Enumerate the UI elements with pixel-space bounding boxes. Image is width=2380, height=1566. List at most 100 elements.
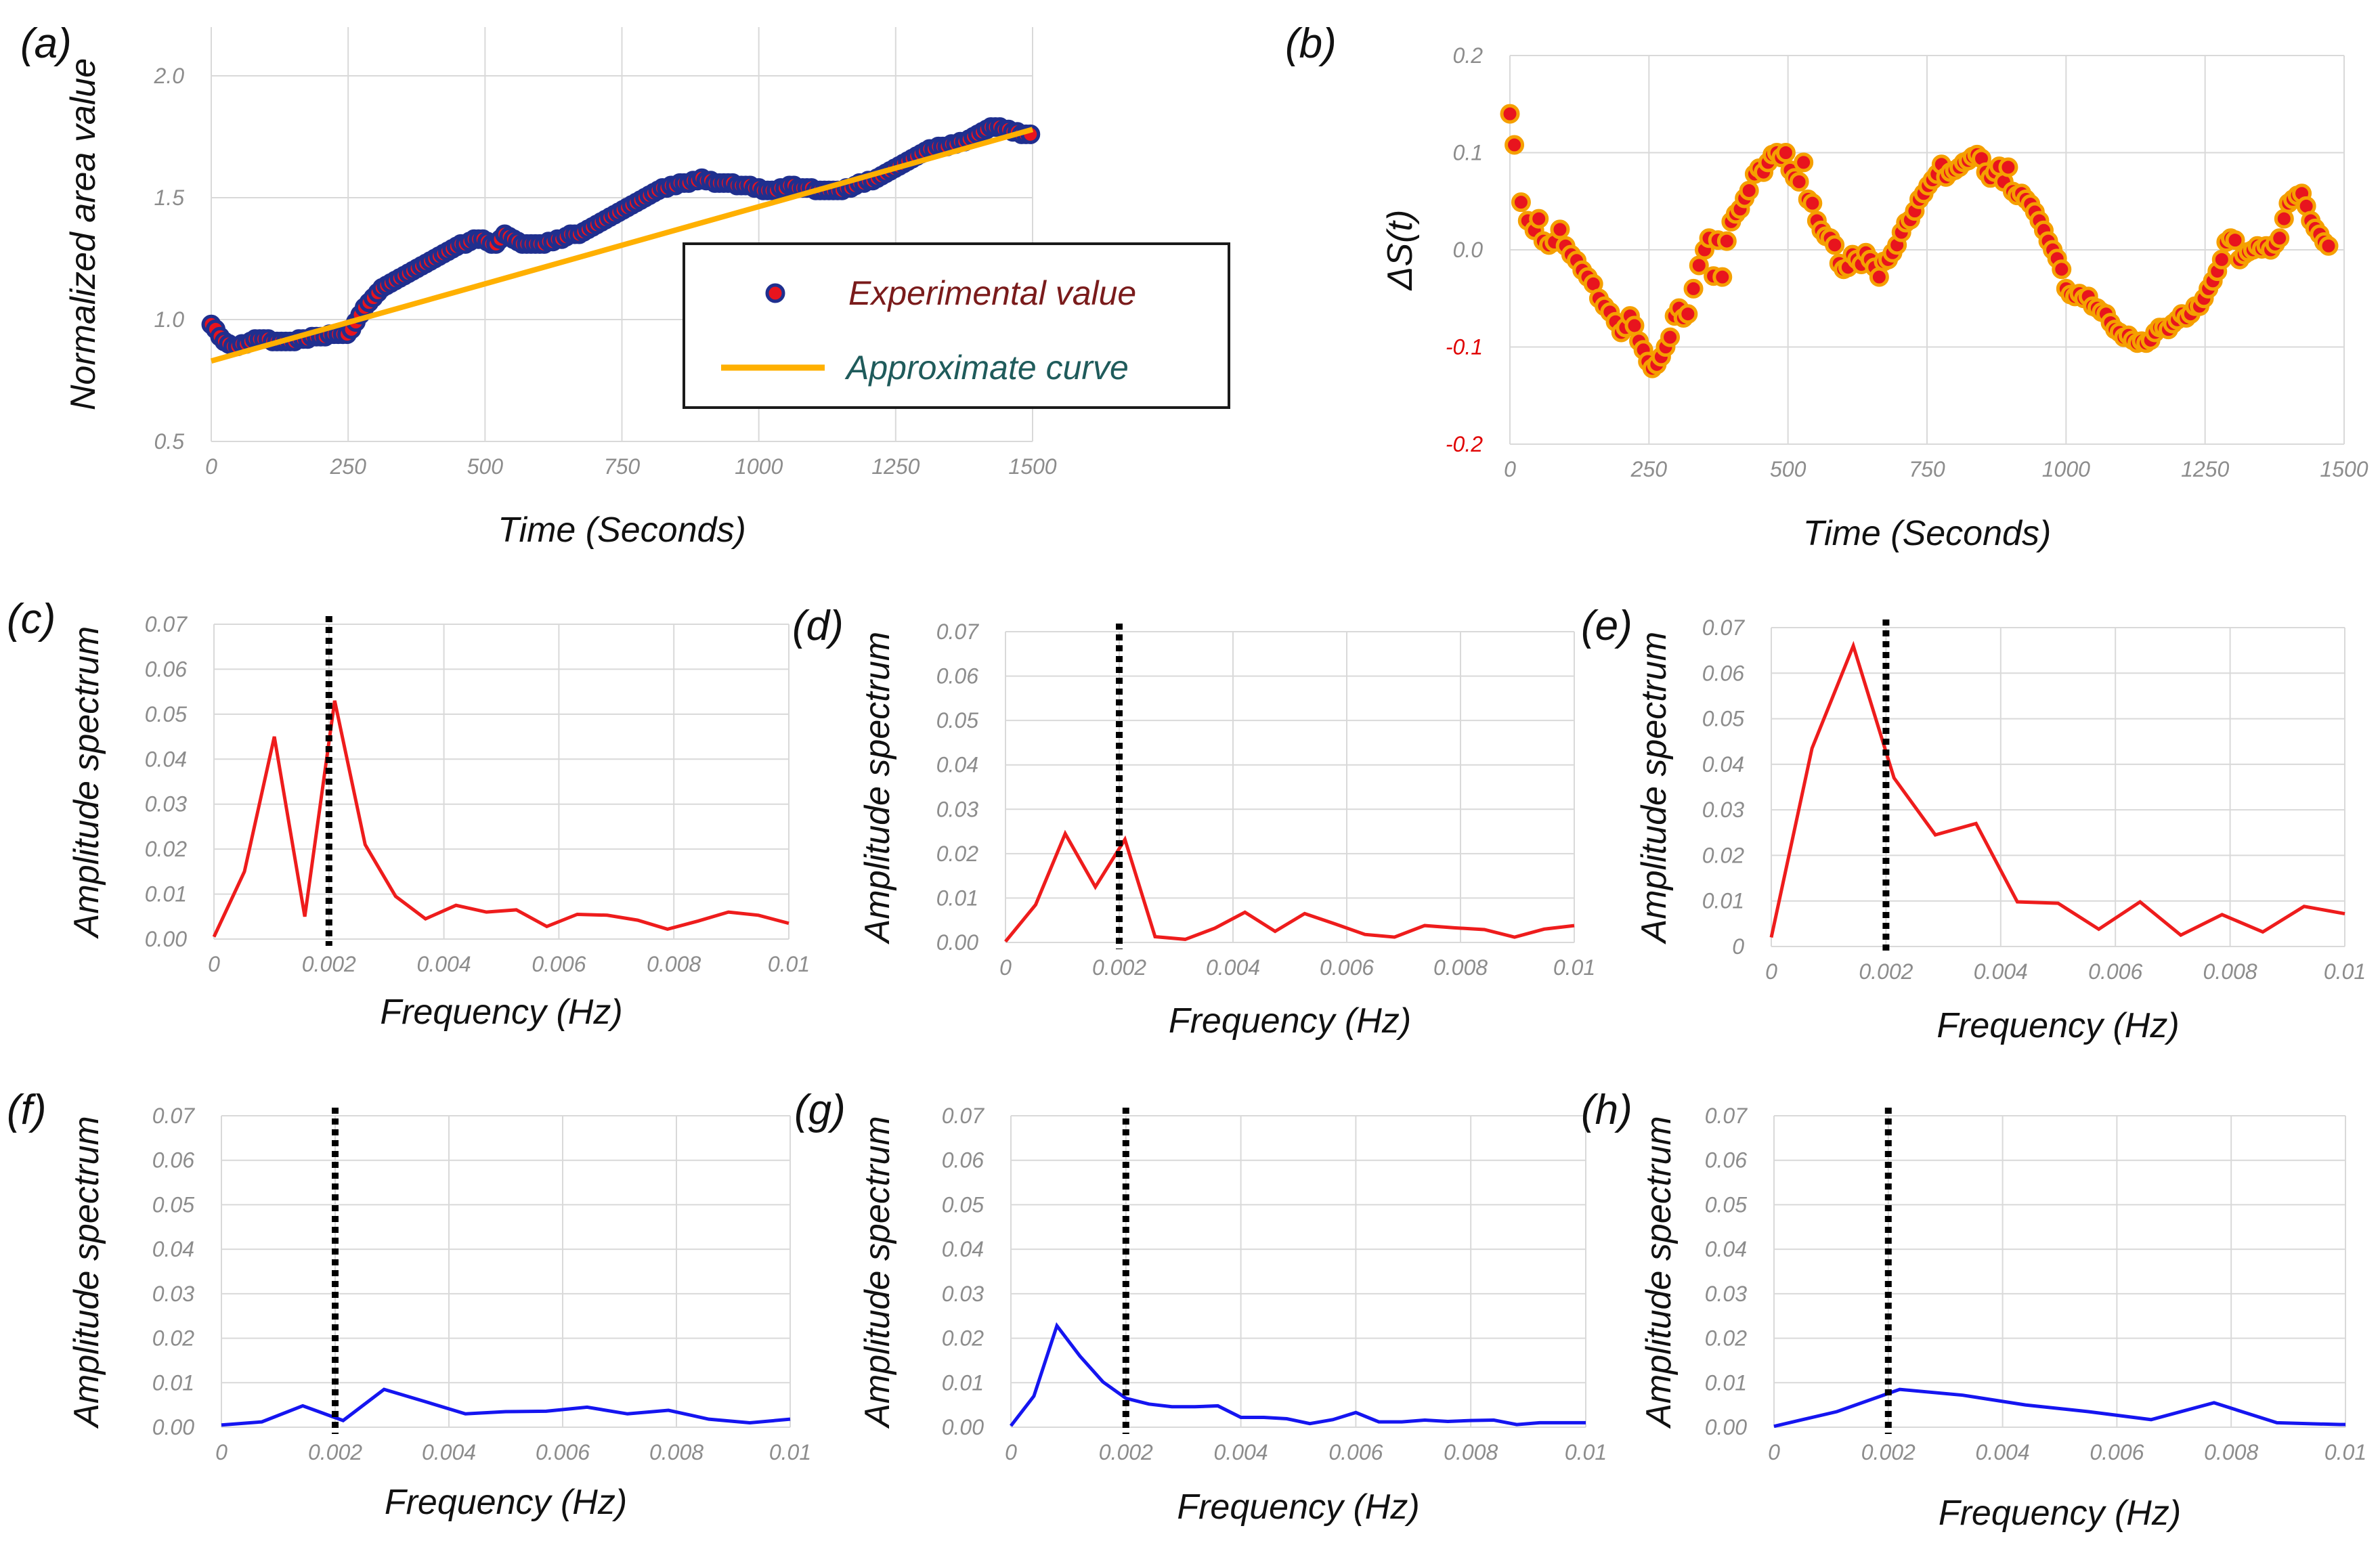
y-tick-label: 2.0 — [154, 64, 185, 88]
y-tick-label: 0.04 — [152, 1237, 194, 1261]
data-point — [1794, 152, 1814, 173]
y-tick-label: 0.05 — [145, 702, 187, 726]
data-point — [1678, 304, 1698, 324]
y-tick-label: 0.02 — [152, 1326, 194, 1351]
x-axis-title: Frequency (Hz) — [385, 1483, 627, 1522]
x-tick-label: 0.006 — [2090, 1440, 2144, 1464]
panel-label: (f) — [7, 1087, 47, 1133]
x-axis-title: Frequency (Hz) — [1177, 1487, 1419, 1527]
x-tick-label: 750 — [604, 454, 641, 479]
spectrum-line-c — [212, 700, 789, 938]
x-tick-label: 0.004 — [417, 952, 471, 976]
x-tick-label: 250 — [1630, 457, 1668, 481]
y-tick-label: 0.01 — [936, 886, 978, 910]
y-tick-label: -0.2 — [1446, 432, 1483, 456]
y-tick-label: 0.0 — [1453, 238, 1484, 262]
spectrum-line-g — [1010, 1322, 1586, 1427]
y-tick-label: 0.00 — [1705, 1415, 1747, 1439]
x-tick-label: 0.002 — [308, 1440, 362, 1464]
y-tick-label: 0.03 — [1702, 798, 1744, 822]
y-tick-label: 0.02 — [1705, 1326, 1747, 1351]
approximate-curve — [210, 127, 1034, 364]
x-tick-label: 0.006 — [1320, 955, 1374, 980]
x-tick-label: 0 — [1765, 959, 1777, 984]
x-tick-label: 0.01 — [1565, 1440, 1607, 1464]
x-tick-label: 750 — [1909, 457, 1945, 481]
x-tick-label: 1250 — [871, 454, 919, 479]
x-tick-label: 0.008 — [1433, 955, 1488, 980]
x-tick-label: 0.006 — [536, 1440, 590, 1464]
x-tick-label: 0 — [1005, 1440, 1017, 1464]
data-point — [1689, 255, 1709, 276]
gridlines-e — [1771, 627, 2345, 947]
y-tick-label: 0.06 — [1705, 1148, 1747, 1173]
x-tick-label: 0.008 — [647, 952, 701, 976]
y-tick-label: 0.03 — [152, 1282, 194, 1306]
x-tick-label: 0.006 — [2088, 959, 2142, 984]
legend-marker-experimental — [765, 283, 785, 303]
data-point — [1511, 192, 1531, 213]
y-tick-label: 0.05 — [942, 1192, 984, 1217]
y-tick-label: 0 — [1732, 934, 1744, 959]
y-tick-label: 0.05 — [1705, 1192, 1747, 1217]
y-tick-label: 0.04 — [936, 753, 978, 777]
spectrum-line-h — [1773, 1387, 2345, 1429]
y-tick-label: 0.05 — [152, 1192, 194, 1217]
gridlines-g — [1010, 1115, 1586, 1428]
y-tick-label: 0.00 — [145, 927, 187, 951]
y-tick-label: 1.0 — [154, 307, 185, 332]
x-tick-label: 1000 — [735, 454, 783, 479]
data-point — [1998, 157, 2018, 177]
data-point — [1529, 209, 1549, 229]
x-tick-label: 0.008 — [649, 1440, 704, 1464]
y-tick-label: 0.06 — [936, 664, 978, 689]
data-point — [2052, 259, 2072, 280]
y-tick-label: 0.06 — [1702, 661, 1744, 685]
panel-label: (a) — [20, 20, 72, 67]
data-point — [2274, 209, 2294, 229]
chart-b: 0 250 500 750 1000 1250 1500 -0.2 -0.1 0.0 0.1 0.2 T… — [1285, 20, 2368, 553]
y-tick-label: 0.05 — [1702, 707, 1744, 731]
y-tick-label: 0.03 — [1705, 1282, 1747, 1306]
y-tick-label: 0.07 — [1702, 615, 1745, 640]
x-tick-label: 1500 — [1008, 454, 1056, 479]
x-tick-label: 0.004 — [1206, 955, 1260, 980]
x-tick-label: 0.004 — [1976, 1440, 2030, 1464]
panel-label: (d) — [792, 603, 844, 649]
y-tick-label: 0.03 — [942, 1282, 984, 1306]
y-tick-label: 0.03 — [145, 792, 187, 817]
y-tick-label: 0.04 — [145, 747, 187, 771]
x-tick-label: 0 — [1768, 1440, 1780, 1464]
y-tick-label: 1.5 — [154, 186, 185, 210]
x-tick-label: 0.002 — [1861, 1440, 1916, 1464]
x-tick-label: 0 — [208, 952, 220, 976]
y-axis-title: Amplitude spectrum — [67, 626, 106, 940]
data-point — [1825, 235, 1845, 255]
y-tick-label: 0.01 — [1705, 1370, 1747, 1395]
x-tick-label: 0.002 — [1859, 959, 1913, 984]
legend-box — [683, 242, 1230, 409]
x-tick-label: 0 — [205, 454, 217, 479]
data-point — [2225, 230, 2245, 251]
legend-label-experimental: Experimental value — [848, 274, 1136, 312]
x-axis-title: Time (Seconds) — [498, 510, 746, 550]
x-tick-label: 0.01 — [2324, 1440, 2366, 1464]
y-tick-label: 0.01 — [942, 1370, 984, 1395]
y-tick-label: 0.07 — [1705, 1104, 1748, 1128]
y-tick-label: 0.02 — [942, 1326, 984, 1351]
y-axis-title: Amplitude spectrum — [67, 1116, 106, 1429]
panel-label: (e) — [1581, 603, 1632, 649]
x-tick-label: 0.004 — [422, 1440, 476, 1464]
x-axis-title: Frequency (Hz) — [1169, 1001, 1411, 1041]
chart-h: 0 0.002 0.004 0.006 0.008 0.01 0.00 0.01 0.02 0.0… — [1581, 1087, 2366, 1533]
data-point — [1550, 219, 1570, 240]
x-tick-label: 1500 — [2320, 457, 2368, 481]
y-tick-label: 0.02 — [936, 842, 978, 866]
data-point — [1869, 267, 1889, 287]
data-point — [2211, 249, 2232, 269]
y-tick-label: 0.06 — [152, 1148, 194, 1173]
series-a-markers — [201, 117, 1041, 357]
legend-label-approximate: Approximate curve — [844, 349, 1129, 387]
y-tick-label: 0.06 — [942, 1148, 984, 1173]
